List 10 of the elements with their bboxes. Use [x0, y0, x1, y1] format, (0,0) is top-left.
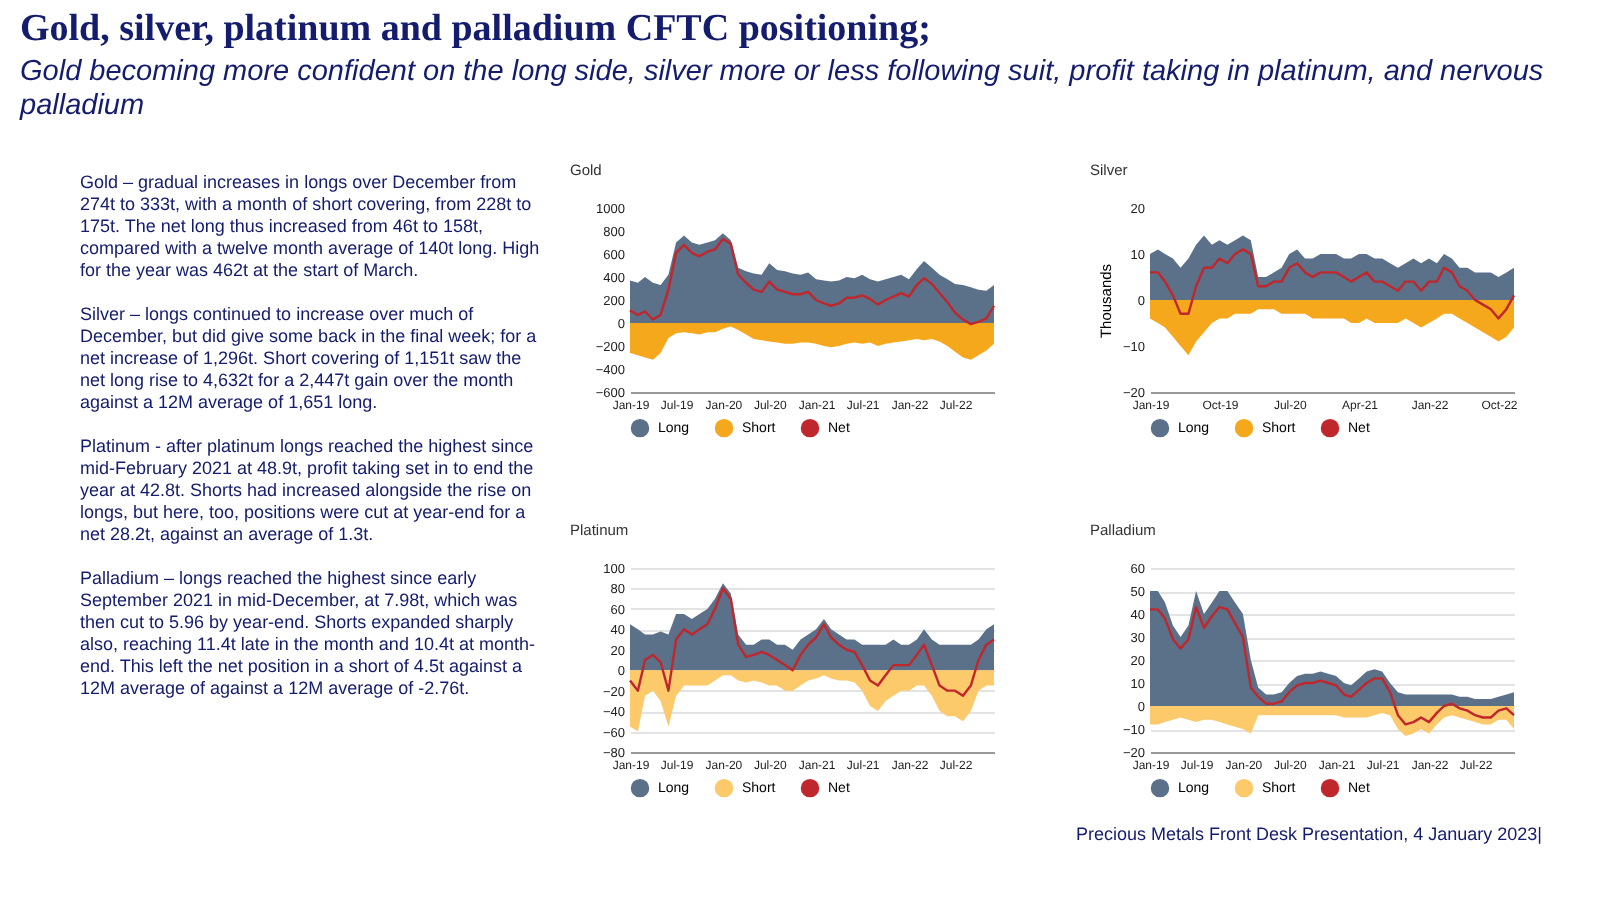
text: Gold becoming more confident on the long side, silver more or less following suit, profit taking in platinum, and nervous palladium: [20, 56, 1546, 124]
text: Silver – longs continued to increase over much of December, but did give some back in the final week; for a net increase of 1,296t. Short covering of 1,151t saw the net long rise to 4,632t for a 2,447t gain over the month against a 12M average of 1,651 long.: [80, 304, 539, 414]
text: Palladium – longs reached the highest since early September 2021 in mid-December, at 7.98t, which was then cut to 5.96 by year-end. Shorts expanded sharply also, reaching 11.4t late in the month and 10.4t at month-end. This left the net position in a short of 4.5t against a 12M average of against a 12M average of -2.76t.: [80, 568, 537, 700]
text: Gold, silver, platinum and palladium CFTC positioning;: [20, 8, 931, 52]
line-series: [628, 587, 996, 697]
text: Platinum - after platinum longs reached the highest since mid-February 2021 at 48.9t, profit taking set in to end the year at 42.8t. Shorts had increased alongside the rise on longs, but here, too, positions were cut at year-end for a net 28.2t, against an average of 1.3t.: [80, 436, 536, 546]
text: Precious Metals Front Desk Presentation, 4 January 2023|: [1076, 824, 1542, 844]
line-series: [1148, 605, 1516, 726]
text: Gold – gradual increases in longs over December from 274t to 333t, with a month of short covering, from 228t to 175t. The net long thus increased from 46t to 158t, compared with a twelve month average of 140t long. High for the year was 462t at the start of March.: [80, 172, 542, 282]
line-series: [1148, 248, 1516, 320]
